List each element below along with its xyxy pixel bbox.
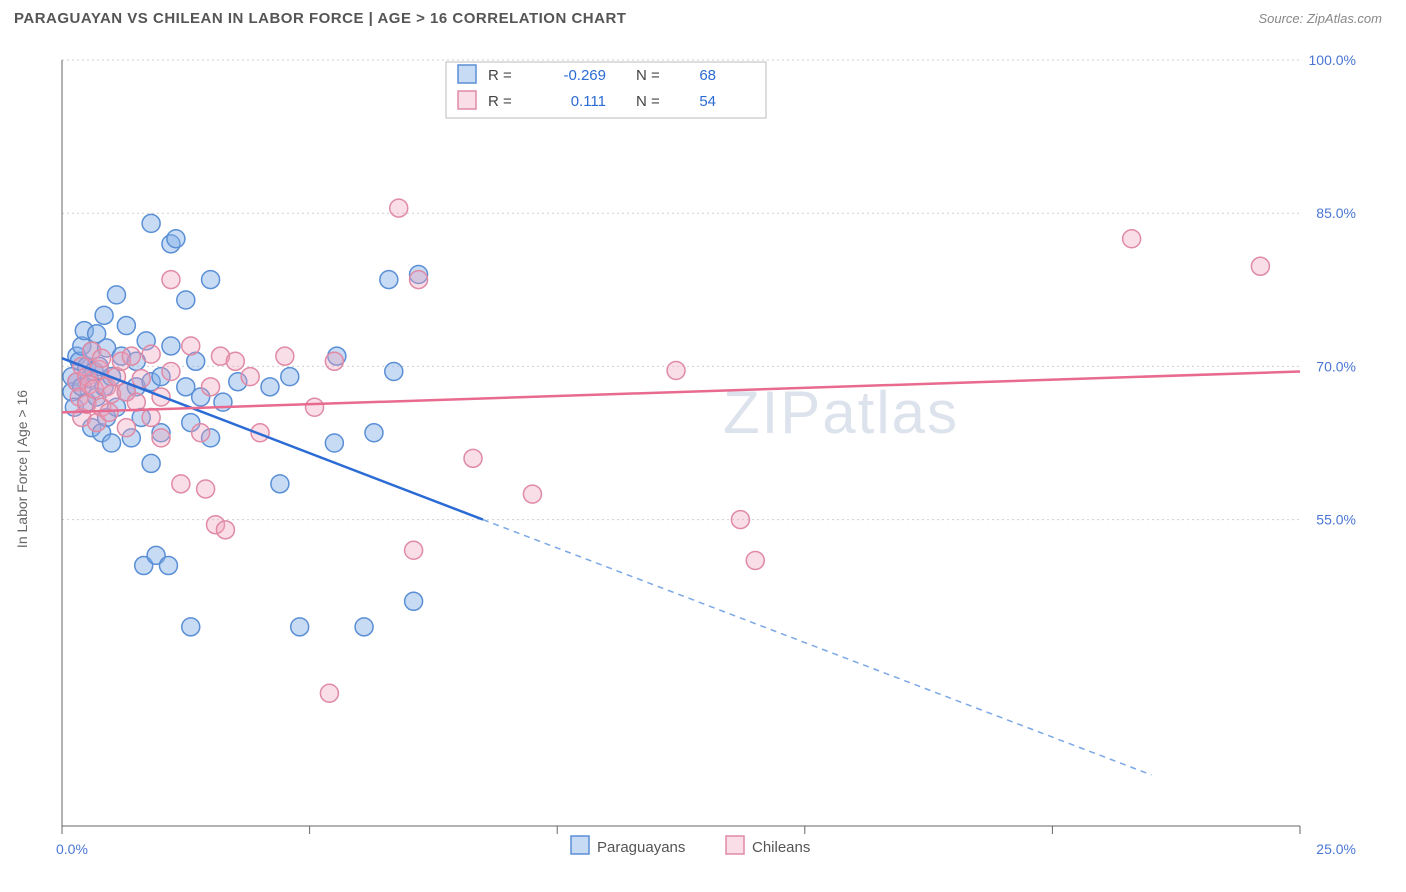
y-tick-label: 100.0% [1309,52,1356,68]
data-point [152,429,170,447]
y-tick-label: 85.0% [1316,205,1356,221]
data-point [142,345,160,363]
data-point [202,378,220,396]
data-point [142,214,160,232]
data-point [142,408,160,426]
data-point [142,454,160,472]
correlation-scatter-chart: 55.0%70.0%85.0%100.0%0.0%25.0%ZIPatlasR … [14,44,1392,878]
data-point [162,271,180,289]
source-label: Source: [1258,11,1306,26]
y-tick-label: 70.0% [1316,358,1356,374]
data-point [182,337,200,355]
data-point [107,286,125,304]
data-point [162,337,180,355]
data-point [667,361,685,379]
legend-r-value: -0.269 [563,67,606,84]
data-point [385,363,403,381]
data-point [410,271,428,289]
data-point [1251,257,1269,275]
series-swatch [571,836,589,854]
series-label: Chileans [752,839,810,856]
data-point [276,347,294,365]
data-point [226,352,244,370]
x-tick-label: 25.0% [1316,841,1356,857]
data-point [325,434,343,452]
data-point [103,434,121,452]
chart-area: In Labor Force | Age > 16 55.0% 70.0% 85.0… [14,44,1392,878]
data-point [95,306,113,324]
data-point [100,403,118,421]
series-swatch [726,836,744,854]
data-point [746,551,764,569]
source-value: ZipAtlas.com [1307,11,1382,26]
data-point [355,618,373,636]
legend-n-value: 68 [699,67,716,84]
data-point [122,347,140,365]
data-point [202,271,220,289]
legend-r-value: 0.111 [571,93,606,110]
data-point [464,449,482,467]
legend-swatch [458,91,476,109]
data-point [192,424,210,442]
x-tick-label: 0.0% [56,841,88,857]
series-label: Paraguayans [597,839,685,856]
data-point [320,684,338,702]
data-point [197,480,215,498]
data-point [325,352,343,370]
legend-r-label: R = [488,67,512,84]
legend-swatch [458,65,476,83]
data-point [127,393,145,411]
data-point [523,485,541,503]
y-tick-label: 55.0% [1316,512,1356,528]
data-point [1123,230,1141,248]
data-point [182,618,200,636]
data-point [380,271,398,289]
data-point [172,475,190,493]
data-point [261,378,279,396]
data-point [162,363,180,381]
trendline-paraguayans-extrap [483,520,1152,775]
data-point [291,618,309,636]
data-point [306,398,324,416]
y-axis-label: In Labor Force | Age > 16 [14,390,30,548]
data-point [93,349,111,367]
data-point [117,317,135,335]
chart-header: PARAGUAYAN VS CHILEAN IN LABOR FORCE | A… [0,0,1406,33]
legend-n-label: N = [636,67,660,84]
data-point [117,419,135,437]
data-point [159,557,177,575]
data-point [731,511,749,529]
data-point [167,230,185,248]
data-point [216,521,234,539]
data-point [390,199,408,217]
legend-r-label: R = [488,93,512,110]
data-point [271,475,289,493]
legend-n-label: N = [636,93,660,110]
data-point [177,291,195,309]
source-credit: Source: ZipAtlas.com [1258,11,1382,26]
chart-title: PARAGUAYAN VS CHILEAN IN LABOR FORCE | A… [14,10,626,27]
data-point [405,541,423,559]
data-point [241,368,259,386]
data-point [365,424,383,442]
data-point [281,368,299,386]
data-point [405,592,423,610]
legend-n-value: 54 [699,93,716,110]
